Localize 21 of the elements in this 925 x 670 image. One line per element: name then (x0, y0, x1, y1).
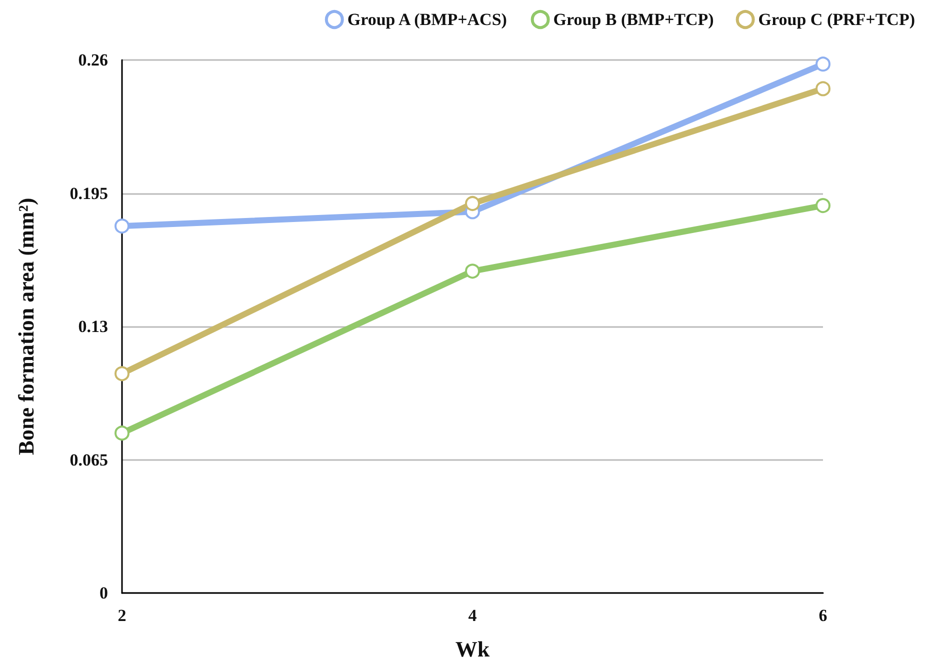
legend-label: Group C (PRF+TCP) (758, 10, 915, 29)
point (114, 366, 130, 382)
x-tick-label: 6 (818, 606, 828, 625)
y-tick-label: 0 (100, 584, 108, 602)
y-tick-label: 0.13 (78, 317, 108, 336)
point (114, 426, 130, 441)
legend-label: Group B (BMP+TCP) (553, 10, 714, 29)
point (465, 264, 480, 279)
point (816, 81, 830, 96)
x-axis-title: Wk (455, 636, 490, 662)
point (816, 56, 830, 72)
y-tick-label: 0.195 (70, 184, 108, 203)
point (114, 218, 130, 234)
y-tick-label: 0.065 (70, 450, 108, 470)
legend-label: Group A (BMP+ACS) (347, 10, 507, 29)
x-tick-label: 4 (468, 606, 478, 625)
point (465, 196, 480, 211)
x-tick-label: 2 (118, 606, 126, 625)
point (816, 198, 830, 214)
y-tick-label: 0.26 (78, 50, 108, 70)
y-axis-title: Bone formation area (mm²) (14, 198, 38, 456)
